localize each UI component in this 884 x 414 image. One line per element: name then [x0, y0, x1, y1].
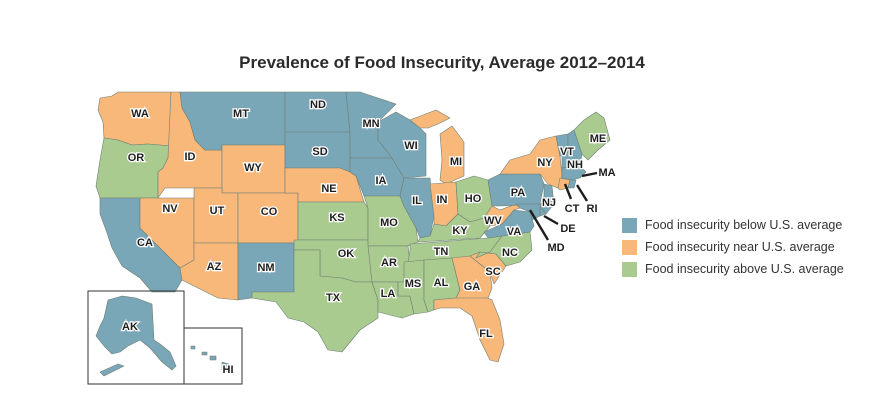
label-co: CO	[261, 206, 278, 218]
label-fl: FL	[479, 328, 493, 340]
state-mi	[409, 109, 465, 185]
legend-item-below: Food insecurity below U.S. average	[622, 214, 844, 236]
label-ny: NY	[537, 157, 553, 169]
legend: Food insecurity below U.S. average Food …	[622, 214, 844, 280]
label-ok: OK	[338, 248, 355, 260]
label-nj: NJ	[542, 197, 556, 209]
label-ms: MS	[405, 278, 422, 290]
label-ma: MA	[598, 167, 615, 179]
label-wy: WY	[244, 162, 262, 174]
label-ca: CA	[137, 237, 153, 249]
label-nc: NC	[502, 247, 518, 259]
label-tx: TX	[326, 292, 341, 304]
label-mi: MI	[450, 156, 462, 168]
state-hi	[190, 345, 230, 373]
legend-swatch-below	[622, 217, 637, 233]
leader-de	[543, 214, 559, 226]
label-ga: GA	[464, 281, 481, 293]
label-ho: HO	[465, 193, 482, 205]
label-id: ID	[185, 151, 196, 163]
label-al: AL	[434, 277, 449, 289]
label-de: DE	[560, 223, 575, 235]
label-vt: VT	[560, 146, 574, 158]
legend-swatch-near	[622, 239, 637, 255]
label-ky: KY	[452, 225, 468, 237]
label-ct: CT	[565, 203, 580, 215]
label-va: VA	[507, 226, 522, 238]
label-mt: MT	[233, 108, 249, 120]
label-or: OR	[128, 152, 145, 164]
label-wa: WA	[131, 108, 149, 120]
state-fl	[433, 297, 505, 363]
state-nc	[475, 231, 533, 267]
state-wi	[377, 111, 427, 179]
state-ak	[95, 295, 177, 377]
label-nd: ND	[310, 99, 326, 111]
label-md: MD	[547, 242, 564, 254]
label-il: IL	[412, 195, 422, 207]
label-me: ME	[590, 133, 607, 145]
leader-ct	[563, 183, 573, 200]
label-sd: SD	[312, 146, 327, 158]
map-title: Prevalence of Food Insecurity, Average 2…	[239, 53, 645, 72]
label-wv: WV	[484, 215, 502, 227]
label-mn: MN	[362, 118, 379, 130]
label-tn: TN	[434, 246, 449, 258]
legend-item-above: Food insecurity above U.S. average	[622, 258, 844, 280]
legend-item-near: Food insecurity near U.S. average	[622, 236, 844, 258]
leader-ri	[575, 184, 589, 202]
label-mo: MO	[380, 217, 398, 229]
label-in: IN	[437, 194, 448, 206]
label-ar: AR	[381, 257, 397, 269]
legend-label-above: Food insecurity above U.S. average	[645, 262, 844, 276]
label-ut: UT	[210, 205, 225, 217]
label-ia: IA	[376, 175, 387, 187]
leader-ma	[581, 171, 598, 178]
legend-swatch-above	[622, 261, 637, 277]
label-la: LA	[381, 288, 396, 300]
label-wi: WI	[404, 140, 417, 152]
label-hi: HI	[223, 364, 234, 376]
state-ri	[567, 179, 577, 189]
label-nm: NM	[257, 262, 274, 274]
label-nh: NH	[567, 159, 583, 171]
hawaii-inset-frame	[183, 327, 243, 385]
state-me	[573, 111, 611, 161]
state-co	[237, 192, 299, 244]
label-az: AZ	[207, 261, 222, 273]
label-sc: SC	[485, 266, 500, 278]
label-ri: RI	[587, 203, 598, 215]
label-pa: PA	[511, 187, 526, 199]
label-ne: NE	[321, 183, 336, 195]
legend-label-below: Food insecurity below U.S. average	[645, 218, 843, 232]
state-ma	[561, 165, 587, 181]
label-ak: AK	[122, 321, 138, 333]
label-nv: NV	[162, 203, 178, 215]
leader-md	[528, 209, 550, 241]
legend-label-near: Food insecurity near U.S. average	[645, 240, 835, 254]
label-ks: KS	[329, 212, 344, 224]
state-tx	[251, 249, 379, 353]
